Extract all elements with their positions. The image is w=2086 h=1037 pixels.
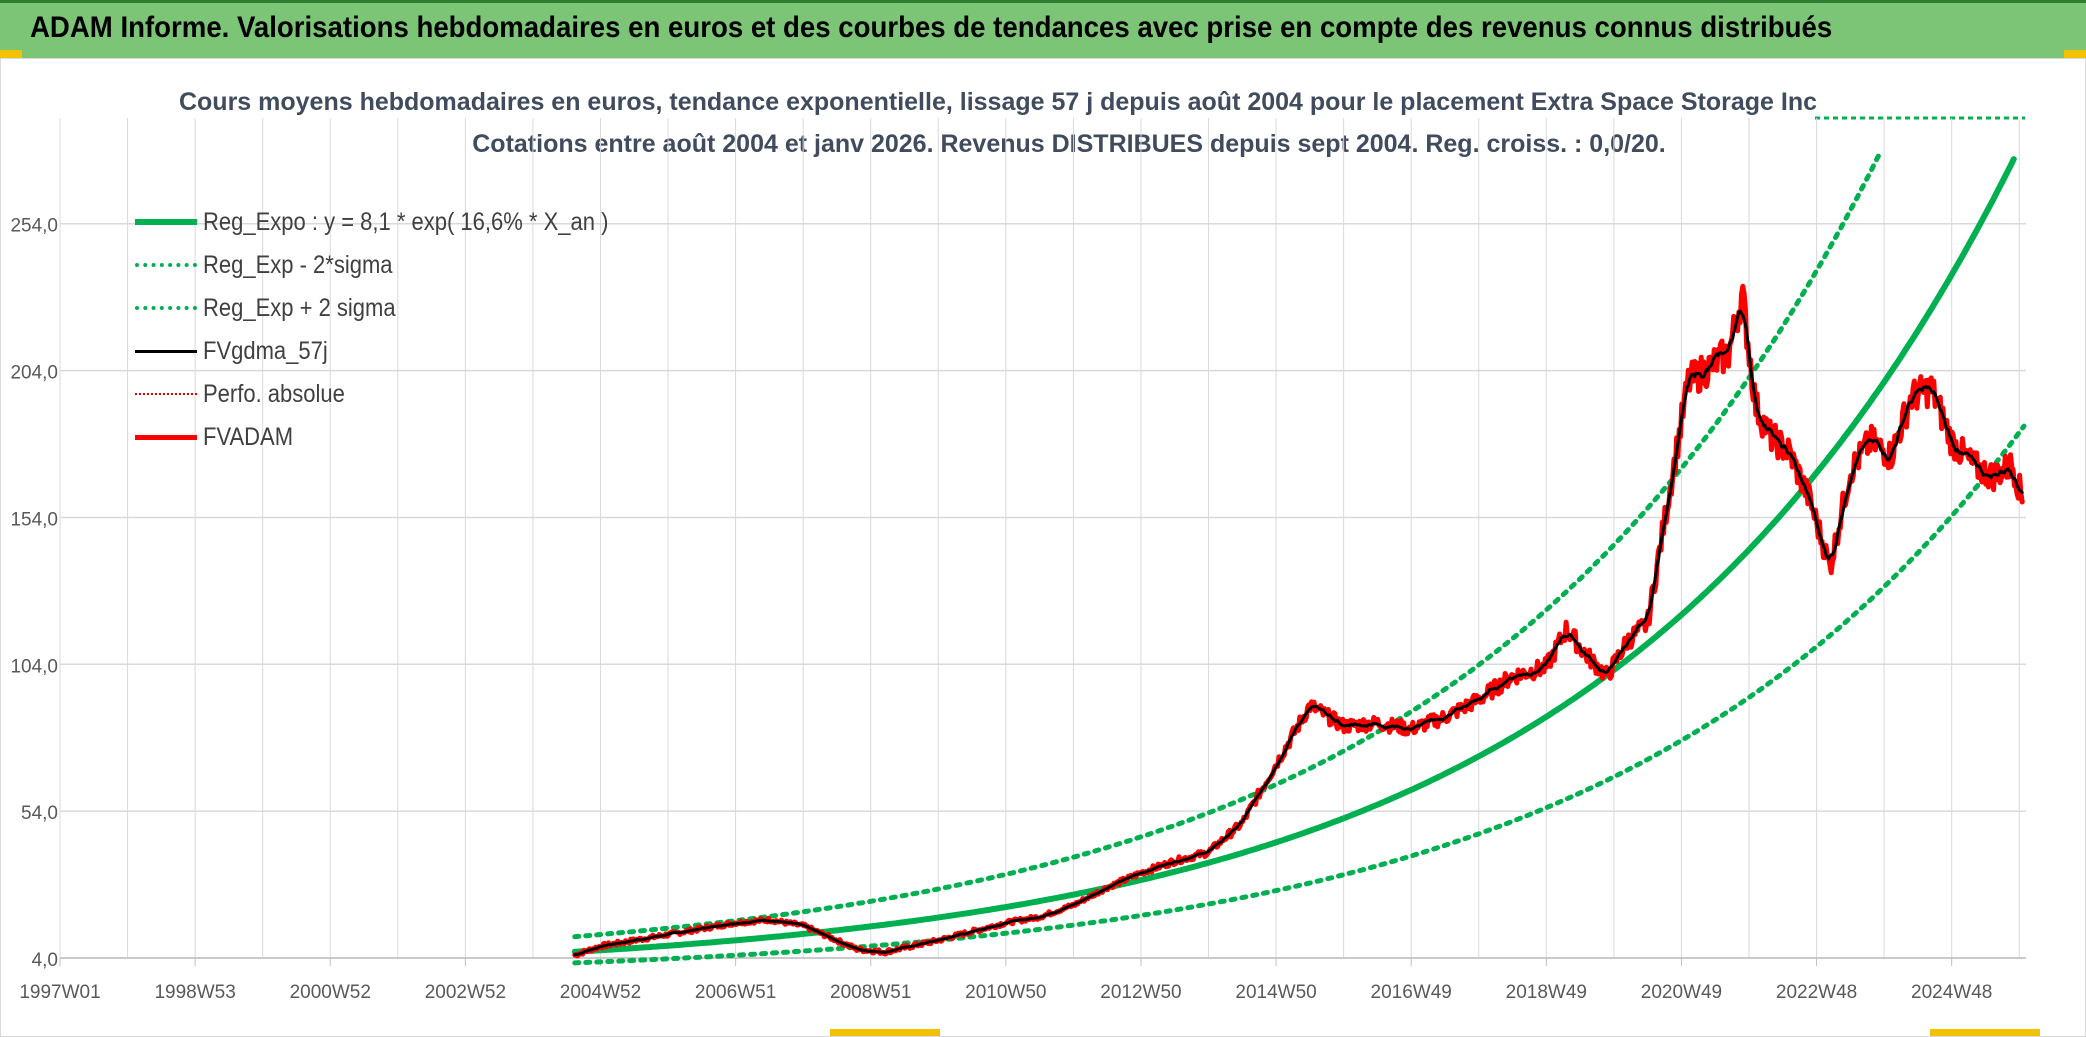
x-tick-label: 2010W50 (965, 982, 1046, 1003)
x-tick-label: 2006W51 (695, 982, 776, 1003)
legend-swatch (135, 434, 197, 440)
legend-label: FVADAM (203, 422, 294, 451)
x-tick-label: 1998W53 (154, 982, 235, 1003)
legend-swatch (135, 306, 197, 310)
x-tick-label: 2014W50 (1235, 982, 1316, 1003)
x-tick-label: 2022W48 (1776, 982, 1857, 1003)
y-tick-label: 104,0 (10, 656, 58, 677)
legend-label: Perfo. absolue (203, 379, 345, 408)
legend-entry: FVgdma_57j (135, 336, 345, 366)
series-fvgdma-57j (573, 309, 2024, 957)
series-reg-exp-minus-2sigma (572, 423, 2027, 966)
y-tick-label: 204,0 (10, 363, 58, 384)
x-tick-label: 2002W52 (425, 982, 506, 1003)
legend-swatch (135, 349, 197, 353)
legend-entry: FVADAM (135, 422, 305, 452)
series-layer (571, 152, 2027, 966)
legend-label: Reg_Expo : y = 8,1 * exp( 16,6% * X_an ) (203, 207, 609, 236)
y-tick-label: 54,0 (21, 803, 58, 824)
chart-subtitle: Cotations entre août 2004 et janv 2026. … (472, 130, 1666, 158)
legend-swatch (135, 393, 197, 395)
corner-marker (0, 50, 22, 58)
corner-marker (830, 1029, 940, 1037)
legend-entry: Reg_Expo : y = 8,1 * exp( 16,6% * X_an ) (135, 207, 664, 237)
legend-label: FVgdma_57j (203, 336, 328, 365)
legend-label: Reg_Exp - 2*sigma (203, 250, 393, 279)
x-tick-label: 2024W48 (1911, 982, 1992, 1003)
x-axis: 1997W01 1998W53 2000W52 2002W52 2004W52 2006W… (19, 957, 2026, 1003)
legend-entry: Reg_Exp + 2 sigma (135, 293, 422, 323)
y-axis: 4,0 54,0 104,0 154,0 204,0 254,0 (10, 216, 58, 971)
report-banner: ADAM Informe. Valorisations hebdomadaire… (0, 0, 2086, 58)
series-reg-exp-plus-2sigma (572, 152, 1882, 940)
series-reg-expo (571, 156, 2017, 955)
x-tick-label: 2012W50 (1100, 982, 1181, 1003)
legend-entry: Reg_Exp - 2*sigma (135, 250, 418, 280)
corner-marker (2064, 50, 2086, 58)
legend-swatch (135, 219, 197, 225)
chart-title: Cours moyens hebdomadaires en euros, ten… (178, 88, 1818, 116)
x-tick-label: 2004W52 (560, 982, 641, 1003)
x-tick-label: 1997W01 (19, 982, 100, 1003)
legend-swatch (135, 263, 197, 267)
x-tick-label: 2018W49 (1506, 982, 1587, 1003)
x-tick-label: 2016W49 (1371, 982, 1452, 1003)
legend-entry: Perfo. absolue (135, 379, 364, 409)
y-tick-label: 154,0 (10, 509, 58, 530)
x-tick-label: 2020W49 (1641, 982, 1722, 1003)
x-tick-label: 2000W52 (290, 982, 371, 1003)
x-tick-label: 2008W51 (830, 982, 911, 1003)
report-title: ADAM Informe. Valorisations hebdomadaire… (30, 11, 1833, 44)
chart-grid (59, 118, 2026, 959)
legend-label: Reg_Exp + 2 sigma (203, 293, 396, 322)
corner-marker (1930, 1029, 2040, 1037)
y-tick-label: 4,0 (32, 950, 58, 971)
series-fvadam (572, 283, 2025, 959)
y-tick-label: 254,0 (10, 216, 58, 237)
